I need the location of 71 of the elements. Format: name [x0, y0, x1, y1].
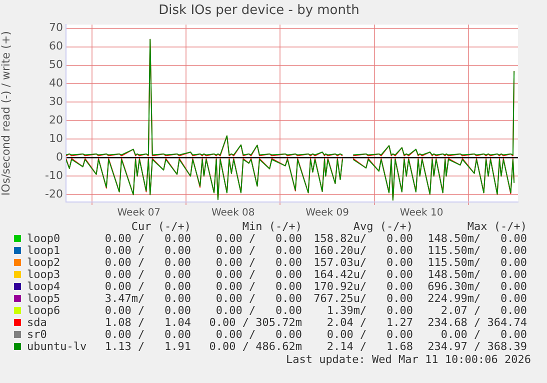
text: 158.82u/ 0.00 [314, 232, 413, 245]
text: 1.08 / 1.04 [104, 316, 191, 329]
chart-title: Disk IOs per device - by month [158, 3, 360, 18]
text: 0.00 / 0.00 [216, 280, 302, 293]
text: 1.13 / 1.91 [104, 340, 191, 353]
y-tick-label: 60 [49, 40, 63, 53]
text: 148.50m/ 0.00 [428, 232, 527, 245]
text: 0.00 / 0.00 [216, 328, 302, 341]
legend-label: loop4 [27, 280, 60, 293]
text: 0.00 / 0.00 [216, 292, 302, 305]
y-tick-label: -20 [45, 187, 63, 200]
text: 767.25u/ 0.00 [314, 292, 413, 305]
legend-label: loop5 [27, 292, 60, 305]
text: 164.42u/ 0.00 [314, 268, 413, 281]
text: Min (-/+) [242, 220, 302, 233]
text: Last update: Wed Mar 11 10:00:06 2026 [286, 353, 531, 366]
text: 115.50m/ 0.00 [428, 244, 527, 257]
legend-label: loop1 [27, 244, 60, 257]
y-tick-label: 0 [56, 150, 63, 164]
text: 0.00 / 0.00 [216, 232, 302, 245]
text: 2.04 / 1.27 [326, 316, 413, 329]
x-tick-label: Week 10 [400, 208, 444, 219]
text: Cur (-/+) [131, 220, 191, 233]
text: 157.03u/ 0.00 [314, 256, 413, 269]
text: Avg (-/+) [353, 220, 413, 233]
text: 0.00 / 486.62m [209, 340, 302, 353]
legend-label: loop0 [27, 232, 60, 245]
text: 0.00 / 0.00 [216, 256, 302, 269]
legend-label: loop6 [27, 304, 60, 317]
text: 0.00 / 0.00 [104, 244, 191, 257]
legend-label: loop2 [27, 256, 60, 269]
text: 224.99m/ 0.00 [428, 292, 527, 305]
y-tick-label: 50 [49, 58, 63, 72]
legend-label: ubuntu-lv [27, 340, 87, 353]
text: 0.00 / 0.00 [326, 328, 413, 341]
legend-label: loop3 [27, 268, 60, 281]
text: 0.00 / 0.00 [216, 244, 302, 257]
text: 0.00 / 0.00 [104, 232, 191, 245]
text: 160.20u/ 0.00 [314, 244, 413, 257]
y-tick-label: -10 [45, 168, 63, 182]
text: 170.92u/ 0.00 [314, 280, 413, 293]
y-tick-label: 20 [49, 114, 63, 127]
text: 3.47m/ 0.00 [104, 292, 191, 305]
text: Max (-/+) [467, 220, 527, 233]
text: 0.00 / 0.00 [104, 268, 191, 281]
y-tick-label: 70 [49, 21, 63, 34]
text: 234.97 / 368.39 [428, 340, 527, 353]
text: 2.14 / 1.68 [326, 340, 413, 353]
text: 696.30m/ 0.00 [428, 280, 527, 293]
text: 2.07 / 0.00 [440, 304, 527, 317]
text: 115.50m/ 0.00 [428, 256, 527, 269]
text: 0.00 / 0.00 [104, 256, 191, 269]
y-tick-label: 30 [49, 95, 63, 108]
text: 0.00 / 305.72m [209, 316, 302, 329]
x-tick-label: Week 08 [211, 208, 255, 219]
text: 0.00 / 0.00 [104, 280, 191, 293]
text: 234.68 / 364.74 [428, 316, 527, 329]
text: 0.00 / 0.00 [104, 304, 191, 317]
text: 148.50m/ 0.00 [428, 268, 527, 281]
x-tick-label: Week 09 [306, 208, 349, 219]
text: 0.00 / 0.00 [440, 328, 527, 341]
y-axis-title: IOs/second read (-) / write (+) [0, 31, 12, 196]
legend-label: sda [27, 316, 47, 329]
text: 1.39m/ 0.00 [326, 304, 413, 317]
y-tick-label: 40 [49, 76, 63, 90]
legend-label: sr0 [27, 328, 47, 341]
x-tick-label: Week 07 [117, 208, 161, 219]
text: 0.00 / 0.00 [216, 268, 302, 281]
y-tick-label: 10 [49, 132, 63, 146]
text: 0.00 / 0.00 [216, 304, 302, 317]
text: 0.00 / 0.00 [104, 328, 191, 341]
